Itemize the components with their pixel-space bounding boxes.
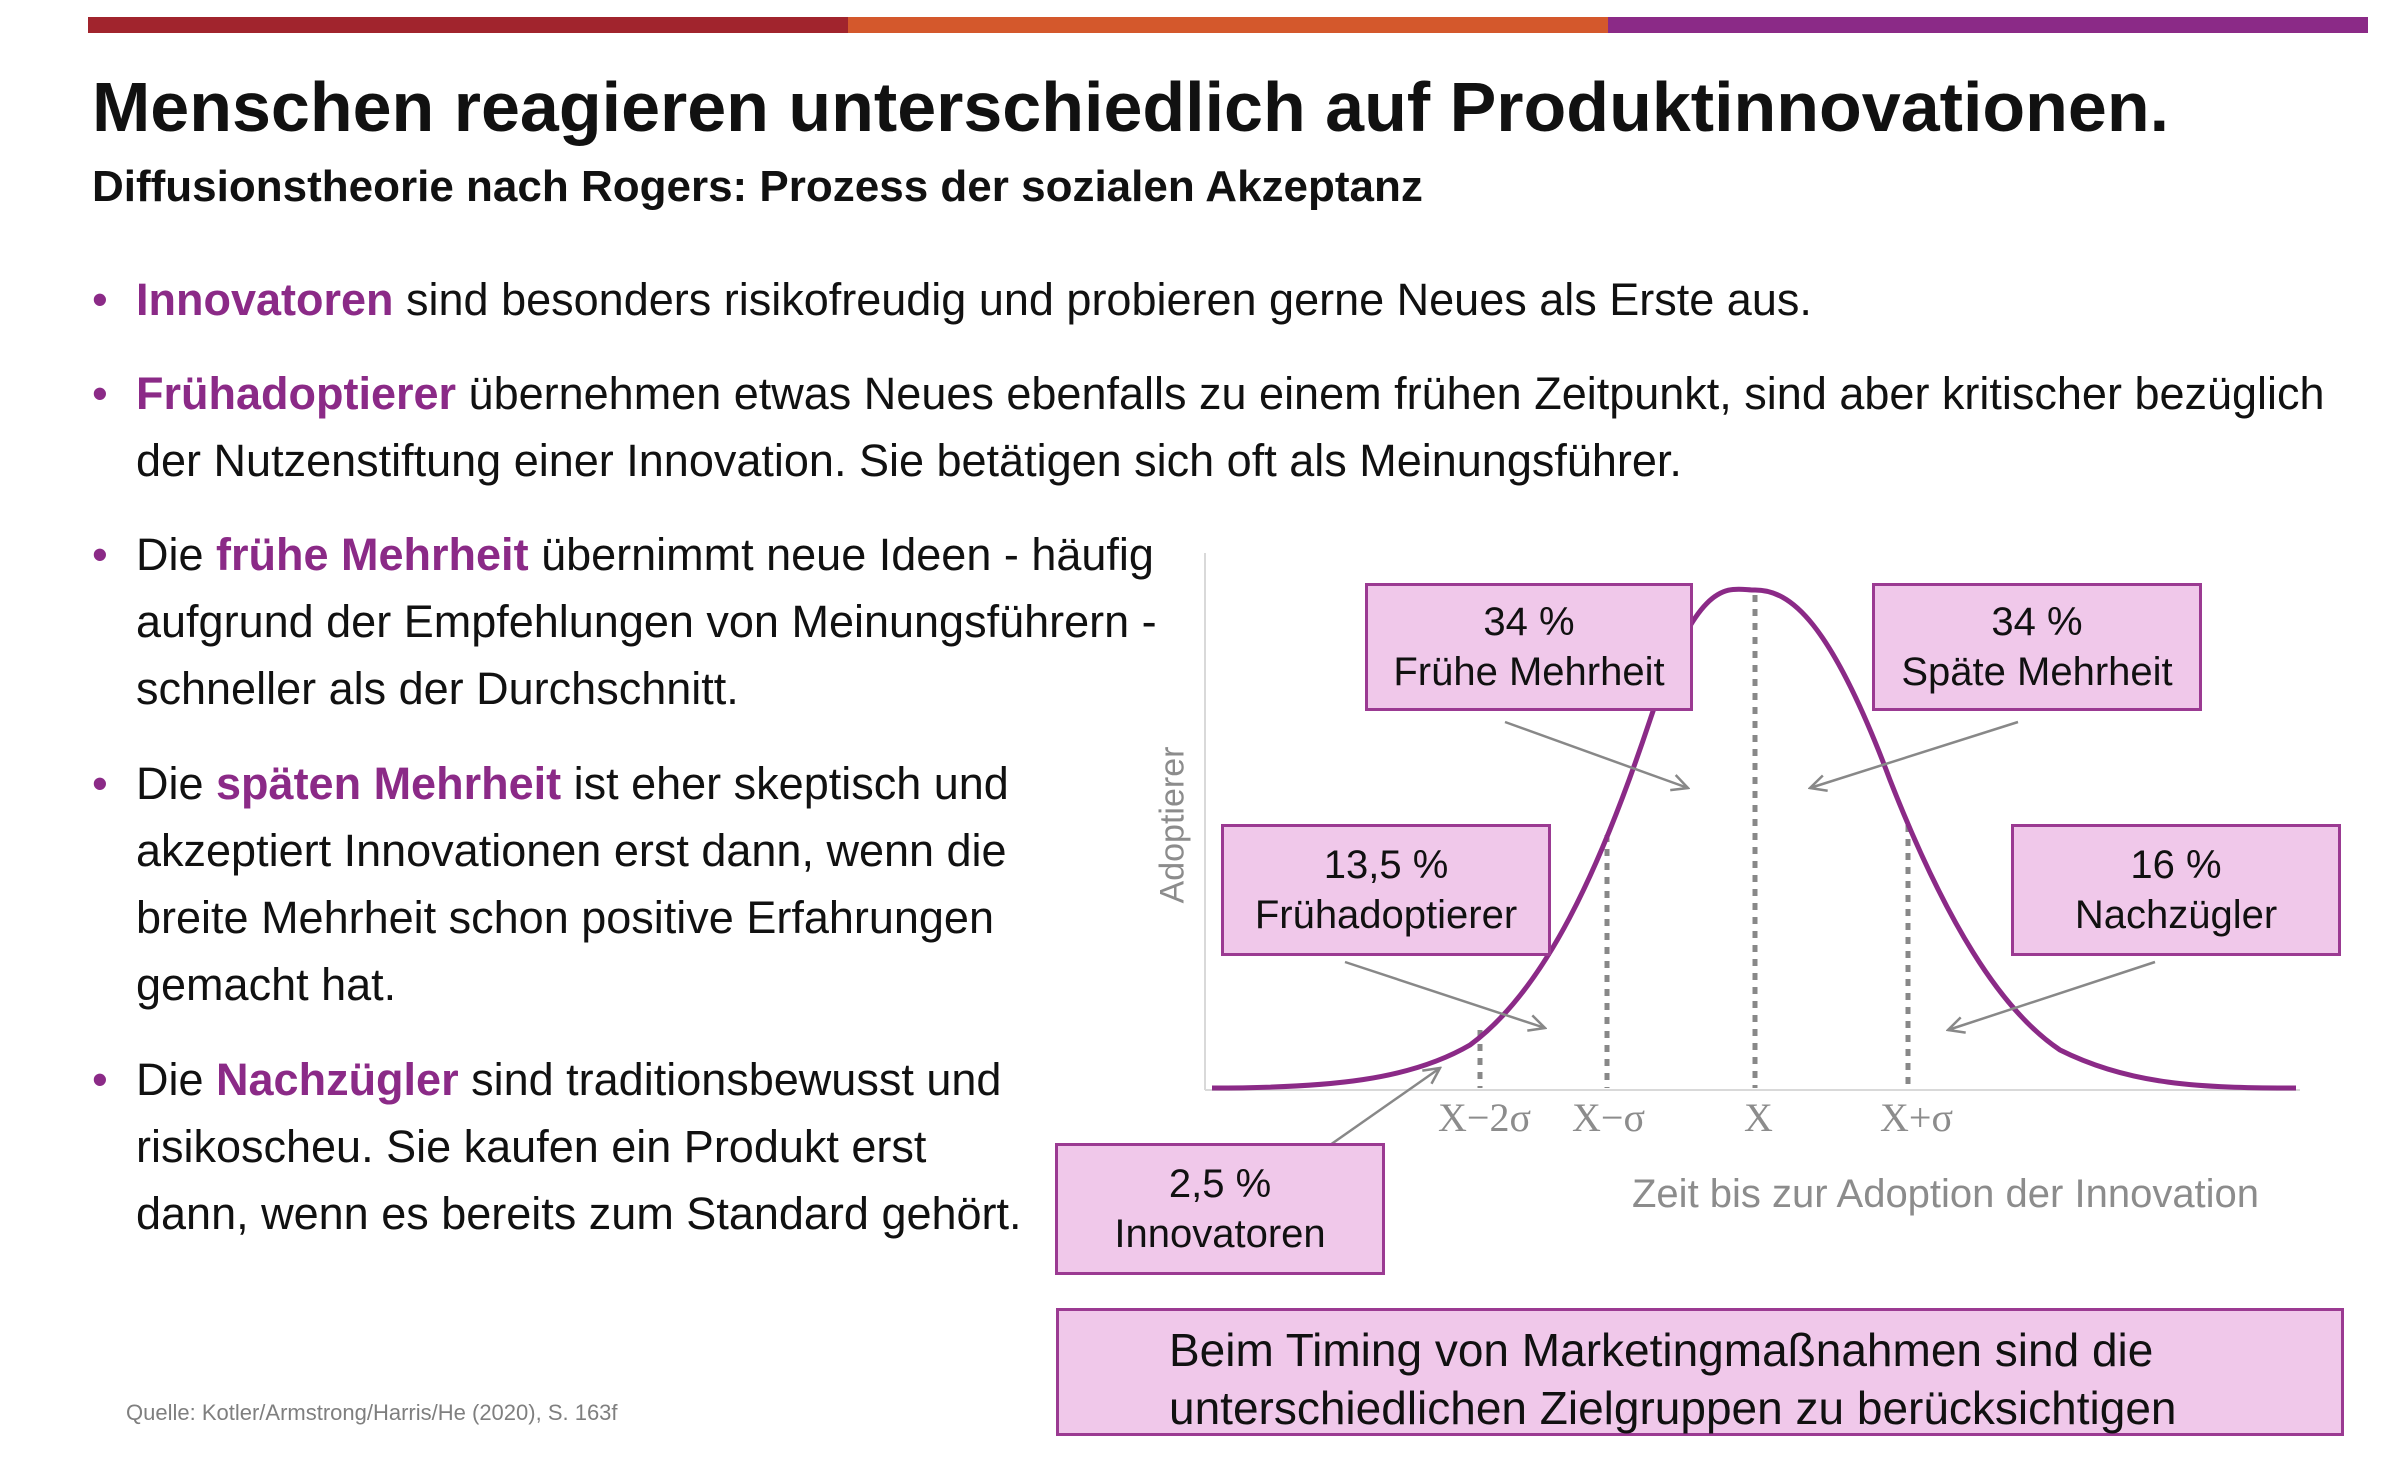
bullet-text: Die späten Mehrheit ist eher skeptisch u… [136, 758, 1009, 1010]
page-subtitle: Diffusionstheorie nach Rogers: Prozess d… [92, 162, 1423, 211]
callout-line-2: unterschiedlichen Zielgruppen zu berücks… [1169, 1382, 2177, 1434]
arrow-nachzuegler [1948, 960, 2156, 1030]
segment-label: Späte Mehrheit [1901, 650, 2173, 694]
bullet-highlight: frühe Mehrheit [216, 529, 529, 580]
tick-x-mean: X [1744, 1095, 1773, 1140]
segment-box-fruehadoptierer: 13,5 % Frühadoptierer [1221, 824, 1551, 956]
segment-box-spaete-mehrheit: 34 % Späte Mehrheit [1872, 583, 2202, 711]
bullet-dot: • [92, 1054, 108, 1105]
page-title: Menschen reagieren unterschiedlich auf P… [92, 68, 2170, 146]
bullet-innovatoren: • Innovatoren sind besonders risikofreud… [92, 266, 2312, 333]
bullet-text: Die Nachzügler sind traditionsbewusst un… [136, 1054, 1022, 1239]
segment-percent: 34 % [1991, 600, 2083, 644]
top-bar-segment-red [88, 17, 848, 33]
arrow-innovatoren [1329, 1068, 1440, 1147]
bullet-text: Innovatoren sind besonders risikofreudig… [136, 274, 1812, 325]
arrow-fruehe-mehrheit [1504, 720, 1688, 788]
marketing-callout-box: Beim Timing von Marketingmaßnahmen sind … [1056, 1308, 2344, 1436]
tick-x-minus-sigma: X−σ [1572, 1095, 1646, 1140]
bullet-highlight: Frühadoptierer [136, 368, 457, 419]
x-axis-label: Zeit bis zur Adoption der Innovation [1632, 1172, 2260, 1216]
segment-box-fruehe-mehrheit: 34 % Frühe Mehrheit [1365, 583, 1693, 711]
bullet-highlight: späten Mehrheit [216, 758, 562, 809]
top-color-bar [88, 17, 2368, 33]
bullet-dot: • [92, 758, 108, 809]
segment-label: Frühe Mehrheit [1393, 650, 1665, 694]
bullet-highlight: Innovatoren [136, 274, 394, 325]
segment-box-innovatoren: 2,5 % Innovatoren [1055, 1143, 1385, 1275]
segment-percent: 13,5 % [1323, 843, 1449, 887]
bullet-text: Frühadoptierer übernehmen etwas Neues eb… [136, 368, 2325, 486]
bullet-highlight: Nachzügler [216, 1054, 459, 1105]
source-citation: Quelle: Kotler/Armstrong/Harris/He (2020… [126, 1400, 618, 1425]
bell-curve [1211, 586, 2297, 1091]
segment-percent: 16 % [2130, 843, 2222, 887]
segment-box-nachzuegler: 16 % Nachzügler [2011, 824, 2341, 956]
bullet-fruehadoptierer: • Frühadoptierer übernehmen etwas Neues … [92, 360, 2332, 494]
top-bar-segment-purple [1608, 17, 2368, 33]
bullet-nachzuegler: • Die Nachzügler sind traditionsbewusst … [92, 1046, 1042, 1247]
bullet-dot: • [92, 368, 108, 419]
arrow-fruehadoptierer [1344, 960, 1545, 1028]
segment-label: Nachzügler [2074, 893, 2278, 937]
bullet-dot: • [92, 529, 108, 580]
bullet-spaete-mehrheit: • Die späten Mehrheit ist eher skeptisch… [92, 750, 1102, 1018]
top-bar-segment-orange [848, 17, 1608, 33]
segment-percent: 2,5 % [1168, 1162, 1272, 1206]
tick-x-minus-2sigma: X−2σ [1438, 1095, 1532, 1140]
y-axis-label: Adoptierer [1153, 746, 1192, 904]
callout-line-1: Beim Timing von Marketingmaßnahmen sind … [1169, 1324, 2154, 1376]
tick-x-plus-sigma: X+σ [1880, 1095, 1954, 1140]
segment-label: Innovatoren [1114, 1212, 1326, 1256]
bullet-text: Die frühe Mehrheit übernimmt neue Ideen … [136, 529, 1157, 714]
bullet-fruehe-mehrheit: • Die frühe Mehrheit übernimmt neue Idee… [92, 521, 1212, 722]
bullet-dot: • [92, 274, 108, 325]
arrow-spaete-mehrheit [1810, 720, 2019, 788]
segment-label: Frühadoptierer [1254, 893, 1518, 937]
segment-percent: 34 % [1483, 600, 1575, 644]
